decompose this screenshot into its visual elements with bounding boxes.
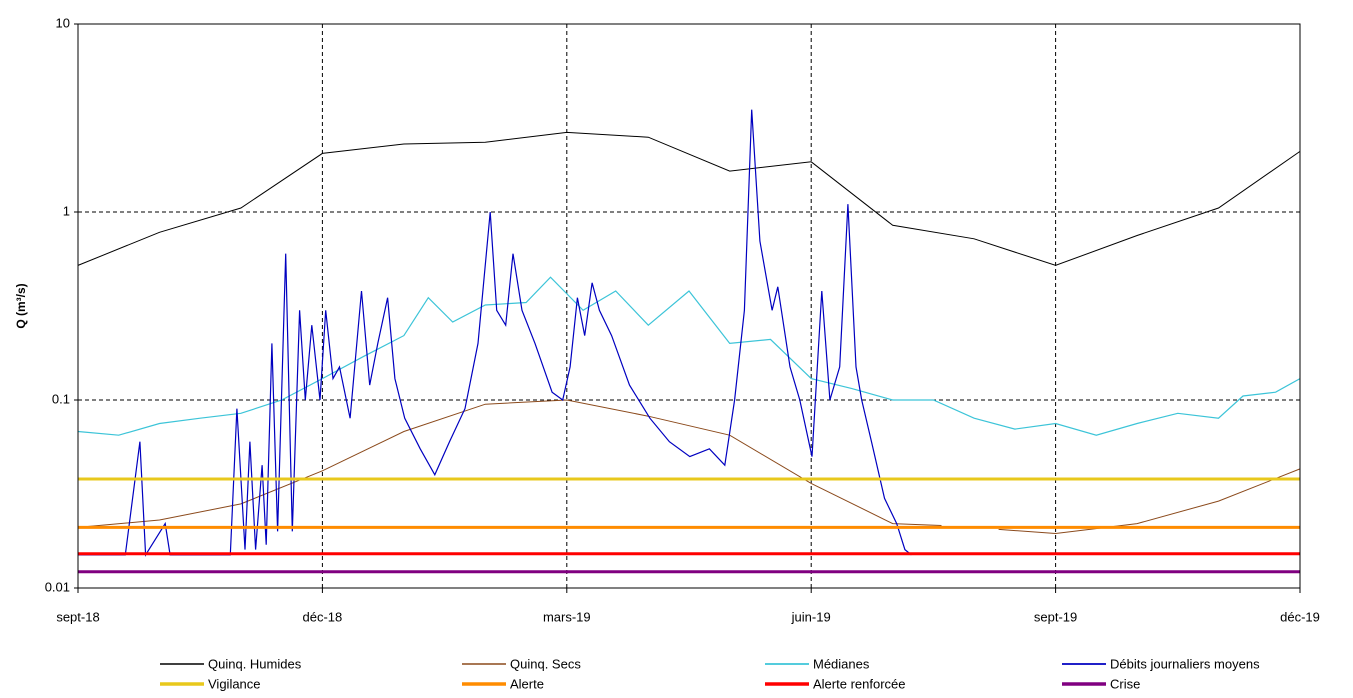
y-tick-label: 10 xyxy=(56,15,70,30)
series-line xyxy=(78,109,912,557)
legend-label: Alerte renforcée xyxy=(813,676,906,691)
x-tick-label: déc-19 xyxy=(1280,609,1320,624)
plot-frame xyxy=(77,23,1301,589)
series-line xyxy=(77,399,1301,535)
legend-label: Alerte xyxy=(510,676,544,691)
y-tick-label: 0.01 xyxy=(45,579,70,594)
series-line xyxy=(77,276,1301,436)
y-tick-label: 1 xyxy=(63,203,70,218)
legend-label: Médianes xyxy=(813,656,870,671)
legend-label: Quinq. Secs xyxy=(510,656,581,671)
x-tick-label: sept-19 xyxy=(1034,609,1077,624)
x-tick-label: sept-18 xyxy=(56,609,99,624)
x-tick-label: déc-18 xyxy=(303,609,343,624)
legend-label: Débits journaliers moyens xyxy=(1110,656,1260,671)
legend-label: Quinq. Humides xyxy=(208,656,302,671)
legend-label: Vigilance xyxy=(208,676,261,691)
x-tick-label: juin-19 xyxy=(791,609,831,624)
y-axis-label: Q (m³/s) xyxy=(14,283,28,328)
series-line xyxy=(77,131,1301,266)
legend-label: Crise xyxy=(1110,676,1140,691)
x-tick-label: mars-19 xyxy=(543,609,591,624)
y-tick-label: 0.1 xyxy=(52,391,70,406)
